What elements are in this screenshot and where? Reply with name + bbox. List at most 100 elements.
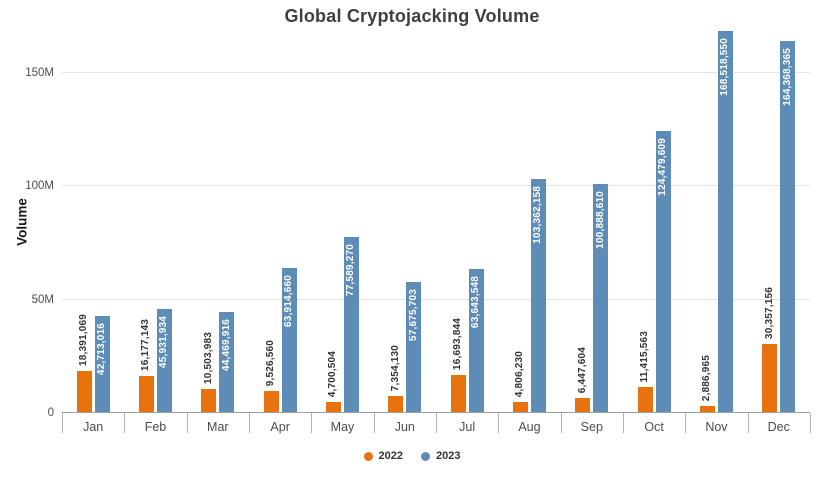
bar-2022-dec: 30,357,156 bbox=[762, 287, 778, 413]
bar-2023-apr: 63,914,660 bbox=[281, 268, 297, 413]
bar-value-label: 16,693,844 bbox=[452, 318, 464, 371]
bar-2023-nov: 168,518,550 bbox=[717, 31, 733, 413]
bar-group-sep: 6,447,604 100,888,610 bbox=[561, 30, 623, 413]
bar-2023-feb: 45,931,934 bbox=[156, 308, 172, 413]
legend-swatch-2022 bbox=[363, 451, 373, 461]
bar-value-label: 103,362,158 bbox=[532, 185, 544, 244]
bar-value-label: 7,354,130 bbox=[389, 345, 401, 392]
y-tick-labels: 0 50M 100M 150M bbox=[0, 30, 54, 419]
bar-group-dec: 30,357,156 164,368,365 bbox=[748, 30, 810, 413]
bar-group-mar: 10,503,983 44,469,916 bbox=[187, 30, 249, 413]
x-axis-tick bbox=[436, 413, 437, 433]
bar-value-label: 168,518,550 bbox=[719, 38, 731, 96]
bar-2022-jul: 16,693,844 bbox=[450, 318, 466, 413]
bar-value-label: 6,447,604 bbox=[576, 347, 588, 394]
bar-value-label: 18,391,069 bbox=[78, 314, 90, 367]
bar-2023-jan: 42,713,016 bbox=[94, 316, 110, 413]
x-tick-label-nov: Nov bbox=[705, 420, 728, 434]
x-axis-tick bbox=[124, 413, 126, 433]
bar-group-apr: 9,526,560 63,914,660 bbox=[249, 30, 311, 413]
x-tick-label-sep: Sep bbox=[580, 420, 603, 434]
bar-value-label: 164,368,365 bbox=[781, 47, 793, 106]
x-tick-label-jun: Jun bbox=[394, 420, 415, 434]
y-tick-label: 100M bbox=[25, 180, 54, 193]
x-axis-line bbox=[62, 412, 810, 413]
bar-value-label: 16,177,143 bbox=[140, 319, 152, 372]
legend-label-2022: 2022 bbox=[378, 450, 403, 462]
bar-2023-aug: 103,362,158 bbox=[530, 178, 546, 413]
x-tick-label-apr: Apr bbox=[270, 420, 290, 434]
x-axis-tick bbox=[186, 413, 188, 433]
x-axis-tick bbox=[62, 413, 63, 433]
bar-2022-may: 4,700,504 bbox=[325, 351, 341, 413]
bar-2022-nov: 2,886,965 bbox=[699, 355, 715, 413]
x-axis-tick bbox=[747, 413, 749, 433]
bar-value-label: 44,469,916 bbox=[220, 319, 232, 372]
x-axis-tick bbox=[623, 413, 624, 433]
bar-group-feb: 16,177,143 45,931,934 bbox=[124, 30, 186, 413]
x-tick-label-dec: Dec bbox=[767, 420, 790, 434]
bar-value-label: 77,589,270 bbox=[345, 244, 357, 297]
bar-2022-jun: 7,354,130 bbox=[388, 345, 404, 413]
x-tick-label-aug: Aug bbox=[518, 420, 541, 434]
x-axis-tick bbox=[498, 413, 500, 433]
bar-value-label: 4,806,230 bbox=[514, 350, 526, 398]
bar-2022-mar: 10,503,983 bbox=[201, 332, 217, 413]
bar-2022-jan: 18,391,069 bbox=[76, 314, 92, 413]
x-axis: Jan Feb Mar Apr May Jun Jul Aug Sep Oct Nov Dec bbox=[62, 413, 811, 441]
bar-value-label: 63,914,660 bbox=[283, 275, 295, 328]
bar-value-label: 124,479,609 bbox=[657, 137, 669, 196]
x-tick-label-oct: Oct bbox=[644, 420, 664, 434]
bar-value-label: 2,886,965 bbox=[701, 355, 713, 402]
x-tick-label-may: May bbox=[330, 420, 355, 434]
x-tick-label-feb: Feb bbox=[144, 420, 167, 434]
x-tick-label-jan: Jan bbox=[83, 420, 104, 434]
bar-group-jul: 16,693,844 63,643,548 bbox=[436, 30, 498, 413]
bar-value-label: 9,526,560 bbox=[265, 340, 277, 387]
gridline bbox=[62, 298, 810, 300]
bar-2022-oct: 11,415,563 bbox=[637, 331, 653, 413]
grid-layer bbox=[62, 30, 810, 413]
bar-group-jan: 18,391,069 42,713,016 bbox=[62, 30, 124, 413]
x-tick-label-jul: Jul bbox=[459, 420, 476, 434]
bar-value-label: 57,675,703 bbox=[407, 289, 419, 342]
legend: 2022 2023 bbox=[0, 450, 824, 462]
x-tick-label-mar: Mar bbox=[207, 420, 229, 434]
chart-title: Global Cryptojacking Volume bbox=[284, 6, 540, 26]
bars-layer: 18,391,069 42,713,016 16,177,143 45,931,934… bbox=[62, 30, 810, 413]
bar-2022-sep: 6,447,604 bbox=[575, 347, 591, 413]
bar-2022-aug: 4,806,230 bbox=[512, 351, 528, 413]
x-axis-tick bbox=[810, 413, 811, 433]
bar-2023-mar: 44,469,916 bbox=[219, 312, 235, 413]
bar-2023-may: 77,589,270 bbox=[343, 237, 359, 413]
x-axis-tick bbox=[373, 413, 375, 433]
x-axis-tick bbox=[560, 413, 562, 433]
legend-item-2022: 2022 bbox=[363, 450, 403, 462]
bar-2023-dec: 164,368,365 bbox=[780, 40, 796, 413]
bar-2023-jun: 57,675,703 bbox=[406, 282, 422, 413]
bar-group-aug: 4,806,230 103,362,158 bbox=[498, 30, 560, 413]
bar-2023-jul: 63,643,548 bbox=[468, 268, 484, 413]
bar-value-label: 4,700,504 bbox=[327, 351, 339, 398]
gridline bbox=[62, 185, 810, 187]
bar-value-label: 63,643,548 bbox=[470, 275, 482, 328]
bar-value-label: 45,931,934 bbox=[158, 315, 170, 368]
bar-group-nov: 2,886,965 168,518,550 bbox=[685, 30, 747, 413]
plot-area: 18,391,069 42,713,016 16,177,143 45,931,934… bbox=[62, 30, 810, 413]
legend-label-2023: 2023 bbox=[436, 450, 461, 462]
x-axis-tick bbox=[685, 413, 687, 433]
bar-value-label: 30,357,156 bbox=[763, 287, 775, 340]
x-axis-tick bbox=[249, 413, 250, 433]
bar-2023-oct: 124,479,609 bbox=[655, 130, 671, 413]
gridline bbox=[62, 72, 810, 74]
bar-group-may: 4,700,504 77,589,270 bbox=[311, 30, 373, 413]
x-axis-tick bbox=[311, 413, 313, 433]
bar-value-label: 10,503,983 bbox=[202, 332, 214, 385]
bar-value-label: 11,415,563 bbox=[639, 330, 651, 383]
bar-2022-feb: 16,177,143 bbox=[138, 319, 154, 413]
bar-group-oct: 11,415,563 124,479,609 bbox=[623, 30, 685, 413]
legend-item-2023: 2023 bbox=[421, 450, 460, 462]
legend-swatch-2023 bbox=[421, 451, 430, 461]
bar-value-label: 100,888,610 bbox=[594, 191, 606, 250]
